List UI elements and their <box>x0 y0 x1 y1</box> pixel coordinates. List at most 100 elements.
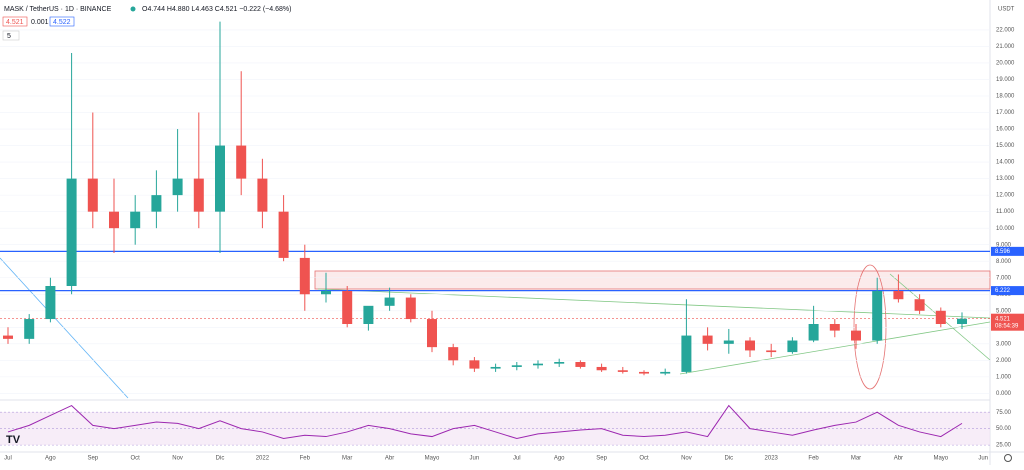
candle-body <box>24 319 35 339</box>
y-tick-label: 18.000 <box>996 94 1015 100</box>
y-tick-label: 21.000 <box>996 44 1015 50</box>
candle-body <box>321 290 331 295</box>
rsi-line <box>7 404 963 440</box>
candle-body <box>109 211 119 229</box>
candle-body <box>787 340 798 353</box>
candle-body <box>745 340 755 351</box>
x-tick-label: Feb <box>300 456 311 462</box>
y-tick-label: 20.000 <box>996 61 1015 67</box>
ask: 4.522 <box>53 19 71 26</box>
candle-body <box>66 178 77 286</box>
x-tick-label: Mayo <box>933 456 948 462</box>
candle-body <box>935 310 946 324</box>
candle-body <box>660 371 671 374</box>
x-tick-label: 2022 <box>256 456 270 462</box>
candle-body <box>533 363 543 366</box>
candle-body <box>151 195 162 212</box>
y-tick-label: 14.000 <box>996 160 1015 166</box>
x-tick-label: Jul <box>513 456 521 462</box>
x-tick-label: Ago <box>45 456 56 462</box>
bid-box[interactable] <box>2 16 28 27</box>
x-tick-label: Sep <box>87 456 98 462</box>
indicator-toggle[interactable] <box>2 30 20 41</box>
indicator-count: 5 <box>7 33 11 40</box>
y-tick-label: 7.000 <box>996 275 1012 281</box>
candle-body <box>278 211 289 258</box>
currency: USDT <box>998 7 1015 13</box>
x-tick-label: Oct <box>131 456 141 462</box>
y-tick-label: 5.000 <box>996 308 1012 314</box>
candle-body <box>851 330 861 341</box>
candle-body <box>617 370 628 372</box>
candle-body <box>766 350 777 353</box>
level-label: 8.596 <box>995 249 1011 255</box>
candle-body <box>872 290 883 341</box>
x-tick-label: 2023 <box>765 456 779 462</box>
symbol: MASK / TetherUS · 1D · BINANCE <box>4 6 112 13</box>
y-tick-label: 22.000 <box>996 27 1015 33</box>
x-tick-label: Mayo <box>425 456 440 462</box>
ohlc: O4.744 H4.880 L4.463 C4.521 −0.222 (−4.6… <box>142 6 291 13</box>
y-tick-label: 13.000 <box>996 176 1015 182</box>
candle-body <box>893 290 904 300</box>
y-tick-label: 1.000 <box>996 374 1012 380</box>
x-tick-label: Jul <box>4 456 12 462</box>
x-tick-label: Jun <box>978 456 988 462</box>
level-tag <box>991 286 1024 296</box>
candle-body <box>914 299 925 311</box>
candle-body <box>405 297 416 320</box>
x-tick-label: Dic <box>724 456 733 462</box>
x-tick-label: Feb <box>808 456 819 462</box>
candle-body <box>427 319 437 348</box>
spread: 0.001 <box>31 19 49 26</box>
candle-body <box>490 366 501 369</box>
y-tick-label: 15.000 <box>996 143 1015 149</box>
candle-body <box>363 305 374 324</box>
level-label: 6.222 <box>995 288 1011 294</box>
candle-body <box>469 360 480 369</box>
ask-box[interactable] <box>49 16 75 27</box>
candle-body <box>342 290 353 324</box>
candle-body <box>193 178 204 212</box>
candle-body <box>236 145 247 179</box>
y-tick-label: 17.000 <box>996 110 1015 116</box>
y-tick-label: 0.000 <box>996 391 1012 397</box>
candle-body <box>957 318 967 324</box>
countdown: 08:54:39 <box>995 323 1019 329</box>
y-tick-label: 16.000 <box>996 127 1015 133</box>
candle-body <box>702 335 713 344</box>
x-tick-label: Jun <box>470 456 480 462</box>
rsi-tick-label: 25.00 <box>996 443 1012 449</box>
y-tick-label: 11.000 <box>996 209 1015 215</box>
candle-body <box>723 340 734 344</box>
candle-body <box>511 365 522 367</box>
candle-body <box>45 286 56 320</box>
settings-icon[interactable] <box>1004 454 1012 462</box>
rsi-tick-label: 50.00 <box>996 426 1012 432</box>
candle-body <box>639 371 649 374</box>
x-tick-label: Nov <box>681 456 692 462</box>
candle-body <box>172 178 183 196</box>
candle-body <box>575 362 586 367</box>
candle-body <box>596 366 607 371</box>
x-tick-label: Mar <box>342 456 352 462</box>
level-tag <box>991 246 1024 256</box>
candle-body <box>87 178 98 212</box>
trend-line <box>679 321 991 375</box>
candle-body <box>215 145 225 212</box>
supply-zone <box>314 270 991 290</box>
x-tick-label: Dic <box>216 456 225 462</box>
candle-body <box>3 335 13 339</box>
y-tick-label: 19.000 <box>996 77 1015 83</box>
candle-body <box>257 178 268 212</box>
candle-body <box>808 324 819 341</box>
y-tick-label: 9.000 <box>996 242 1012 248</box>
candle-body <box>554 362 565 364</box>
candle-body <box>384 297 395 306</box>
last-price-label: 4.521 <box>995 316 1011 322</box>
y-tick-label: 8.000 <box>996 259 1012 265</box>
x-tick-label: Ago <box>554 456 565 462</box>
